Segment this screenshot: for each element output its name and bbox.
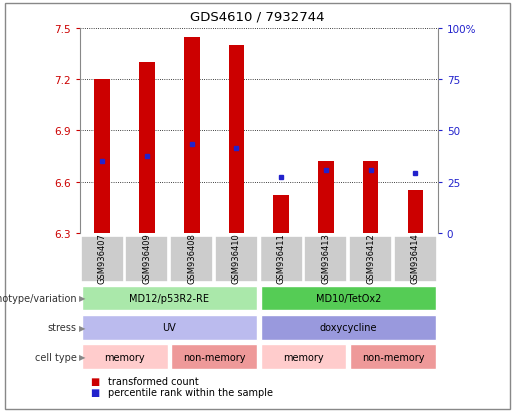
Text: GSM936413: GSM936413 xyxy=(321,233,331,284)
Text: GSM936414: GSM936414 xyxy=(411,233,420,283)
Bar xyxy=(350,344,436,369)
Bar xyxy=(184,38,199,233)
Text: genotype/variation: genotype/variation xyxy=(0,293,77,303)
Text: GSM936412: GSM936412 xyxy=(366,233,375,283)
Text: stress: stress xyxy=(48,323,77,332)
Text: GSM936408: GSM936408 xyxy=(187,233,196,284)
Bar xyxy=(349,236,392,282)
Text: ▶: ▶ xyxy=(79,294,85,303)
Text: transformed count: transformed count xyxy=(108,376,199,386)
Bar xyxy=(260,236,303,282)
Text: cell type: cell type xyxy=(35,352,77,362)
Bar xyxy=(261,315,436,340)
Text: ▶: ▶ xyxy=(79,352,85,361)
Bar xyxy=(318,162,334,233)
Bar xyxy=(81,315,257,340)
Bar xyxy=(273,196,289,233)
Bar xyxy=(363,162,379,233)
Text: doxycycline: doxycycline xyxy=(319,323,377,332)
Bar xyxy=(170,236,213,282)
Text: percentile rank within the sample: percentile rank within the sample xyxy=(108,387,273,397)
Bar xyxy=(229,46,244,233)
Bar xyxy=(261,286,436,311)
Bar xyxy=(394,236,437,282)
Text: ■: ■ xyxy=(90,376,99,386)
Bar xyxy=(215,236,258,282)
Text: ▶: ▶ xyxy=(79,323,85,332)
Text: GSM936409: GSM936409 xyxy=(143,233,151,283)
Bar xyxy=(81,286,257,311)
Bar xyxy=(407,191,423,233)
Text: memory: memory xyxy=(104,352,145,362)
Bar xyxy=(261,344,347,369)
Text: non-memory: non-memory xyxy=(183,352,245,362)
Bar xyxy=(81,344,167,369)
Bar xyxy=(126,236,168,282)
Bar xyxy=(94,80,110,233)
Text: GSM936407: GSM936407 xyxy=(98,233,107,284)
Text: memory: memory xyxy=(283,352,324,362)
Bar xyxy=(171,344,257,369)
Text: GSM936411: GSM936411 xyxy=(277,233,286,283)
Text: ■: ■ xyxy=(90,387,99,397)
Text: non-memory: non-memory xyxy=(362,352,424,362)
Text: MD10/TetOx2: MD10/TetOx2 xyxy=(316,293,381,303)
Text: GSM936410: GSM936410 xyxy=(232,233,241,283)
Bar xyxy=(304,236,348,282)
Text: MD12/p53R2-RE: MD12/p53R2-RE xyxy=(129,293,209,303)
Bar xyxy=(139,63,155,233)
Text: GDS4610 / 7932744: GDS4610 / 7932744 xyxy=(190,10,325,23)
Text: UV: UV xyxy=(162,323,176,332)
Bar xyxy=(81,236,124,282)
